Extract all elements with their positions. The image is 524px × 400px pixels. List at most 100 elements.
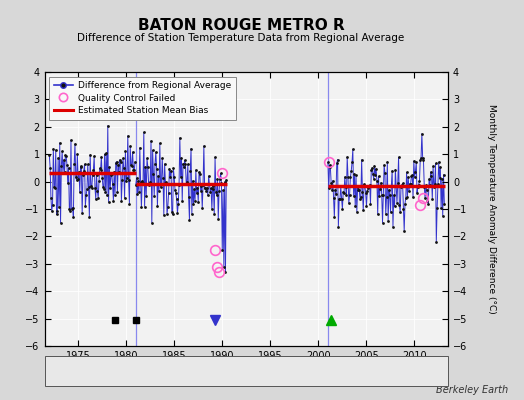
Point	[57, 220, 65, 226]
Point	[215, 188, 223, 194]
Point	[86, 151, 94, 158]
Point	[431, 160, 440, 167]
Point	[139, 180, 147, 186]
Point	[108, 181, 117, 187]
Point	[431, 181, 439, 188]
Point	[54, 155, 62, 161]
Point	[184, 194, 193, 201]
Point	[399, 206, 408, 212]
Point	[68, 206, 76, 212]
Point	[94, 194, 102, 201]
Point	[60, 168, 69, 175]
Point	[429, 163, 438, 170]
Point	[403, 194, 411, 200]
Point	[177, 155, 185, 161]
Point	[365, 183, 373, 189]
Point	[56, 140, 64, 146]
Point	[171, 186, 179, 193]
Point	[175, 182, 183, 189]
Point	[362, 203, 370, 210]
Point	[178, 198, 187, 204]
Point	[362, 190, 370, 196]
Point	[354, 187, 363, 194]
Point	[65, 206, 73, 212]
Point	[106, 185, 114, 191]
Point	[112, 160, 120, 166]
Point	[208, 206, 216, 212]
Point	[161, 180, 170, 186]
Point	[93, 188, 102, 194]
Point	[432, 239, 441, 245]
Point	[80, 168, 88, 174]
Point	[167, 168, 175, 174]
Point	[186, 168, 194, 174]
Point	[204, 173, 213, 179]
Point	[189, 200, 198, 207]
Point	[174, 200, 182, 207]
Point	[160, 212, 168, 218]
Point	[89, 167, 97, 173]
Point	[333, 156, 342, 163]
Point	[172, 196, 181, 202]
Point	[67, 137, 75, 143]
Point	[183, 161, 192, 168]
Point	[72, 174, 80, 180]
Point	[340, 190, 348, 197]
Point	[52, 211, 61, 218]
Point	[103, 192, 111, 198]
Point	[197, 182, 205, 189]
Point	[337, 196, 346, 202]
Point	[143, 155, 151, 162]
Point	[163, 211, 171, 218]
Point	[162, 179, 170, 185]
Point	[407, 173, 416, 180]
Point	[353, 208, 361, 215]
Point	[348, 159, 356, 166]
Point	[423, 198, 432, 204]
Point	[156, 140, 164, 146]
Point	[324, 159, 332, 166]
Point	[154, 173, 162, 179]
Point	[46, 165, 54, 171]
Point	[216, 176, 224, 182]
Point	[96, 166, 105, 173]
Point	[160, 161, 169, 167]
Point	[60, 156, 68, 163]
Point	[151, 149, 160, 155]
Point	[84, 184, 93, 190]
Point	[75, 169, 83, 175]
Point	[350, 171, 358, 177]
Point	[328, 187, 336, 193]
Point	[439, 212, 447, 219]
Point	[185, 217, 194, 223]
Point	[402, 169, 411, 176]
Point	[434, 159, 443, 166]
Point	[428, 195, 436, 202]
Point	[419, 155, 427, 161]
Text: ▼: ▼	[244, 366, 252, 376]
Point	[119, 155, 127, 162]
Point	[100, 186, 108, 192]
Point	[361, 183, 369, 190]
Point	[92, 196, 100, 202]
Point	[136, 179, 145, 186]
Point	[114, 161, 123, 168]
Point	[124, 176, 133, 183]
Point	[325, 162, 334, 168]
Point	[172, 190, 180, 197]
Point	[116, 157, 124, 163]
Point	[383, 158, 391, 165]
Point	[64, 164, 73, 171]
Point	[133, 191, 141, 198]
Point	[202, 188, 211, 194]
Point	[331, 186, 340, 193]
Point	[365, 182, 374, 188]
Point	[422, 187, 431, 193]
Point	[150, 192, 158, 199]
Point	[133, 175, 141, 181]
Point	[201, 185, 209, 191]
Point	[374, 173, 383, 179]
Point	[386, 208, 395, 215]
Point	[324, 185, 333, 191]
Point	[437, 205, 445, 211]
